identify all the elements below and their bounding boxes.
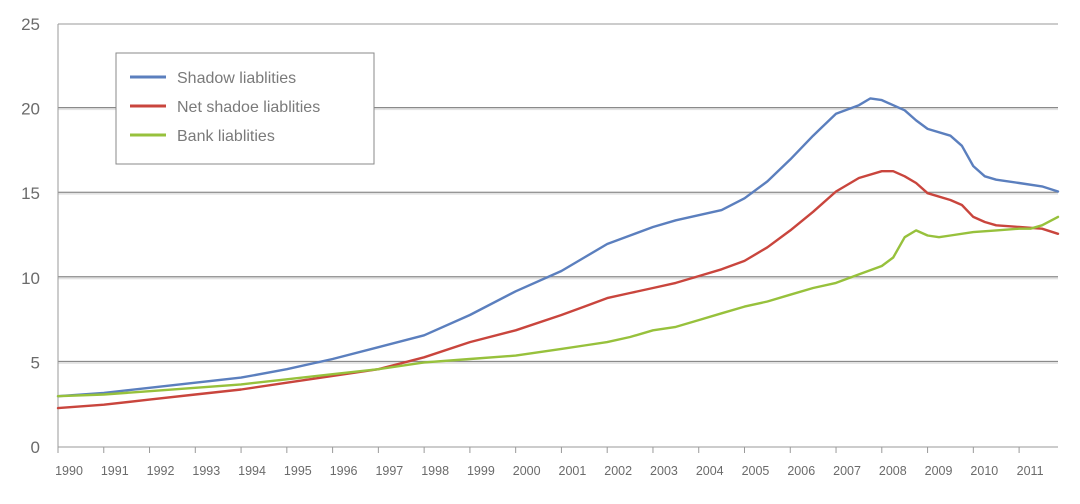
series-line-3: [56, 215, 1060, 398]
x-tick-label: 1995: [284, 464, 312, 478]
x-tick-label: 2000: [513, 464, 541, 478]
x-tick-label: 2005: [742, 464, 770, 478]
legend: Shadow liablities Net shadoe liablities Ba…: [115, 52, 375, 165]
gridline-band: [58, 360, 1058, 364]
x-tick-label: 2008: [879, 464, 907, 478]
x-tick-label: 2003: [650, 464, 678, 478]
x-tick-label: 1994: [238, 464, 266, 478]
legend-label: Bank liablities: [177, 128, 275, 145]
y-tick-label: 5: [31, 353, 40, 372]
gridline-band: [58, 191, 1058, 195]
x-tick-label: 1990: [55, 464, 83, 478]
x-tick-label: 1998: [421, 464, 449, 478]
x-tick-label: 2007: [833, 464, 861, 478]
y-tick-label: 0: [31, 438, 40, 457]
x-tick-label: 1992: [147, 464, 175, 478]
x-tick-label: 1991: [101, 464, 129, 478]
series-lines: [56, 97, 1060, 410]
x-tick-label: 2009: [925, 464, 953, 478]
x-tick-label: 2004: [696, 464, 724, 478]
x-tick-label: 1993: [192, 464, 220, 478]
legend-label: Net shadoe liablities: [177, 99, 320, 116]
y-tick-label: 15: [21, 184, 40, 203]
x-tick-label: 1997: [375, 464, 403, 478]
gridline-band: [58, 107, 1058, 111]
x-tick-label: 2001: [559, 464, 587, 478]
x-tick-label: 2011: [1017, 464, 1044, 478]
y-tick-label: 10: [21, 269, 40, 288]
x-tick-label: 1996: [330, 464, 358, 478]
x-tick-label: 1999: [467, 464, 495, 478]
legend-label: Shadow liablities: [177, 70, 296, 87]
x-tick-label: 2010: [970, 464, 998, 478]
x-tick-label: 2002: [604, 464, 632, 478]
series-line-1: [56, 97, 1060, 398]
y-tick-label: 25: [21, 15, 40, 34]
axes: 0 5 10 15 20 25 1990 1991 1992 1993 1994 1995 1996 19…: [21, 15, 1058, 478]
gridline-band: [58, 276, 1058, 280]
legend-box: [115, 52, 375, 165]
series-line-2: [56, 169, 1060, 410]
x-tick-label: 2006: [787, 464, 815, 478]
y-tick-label: 20: [21, 100, 40, 119]
